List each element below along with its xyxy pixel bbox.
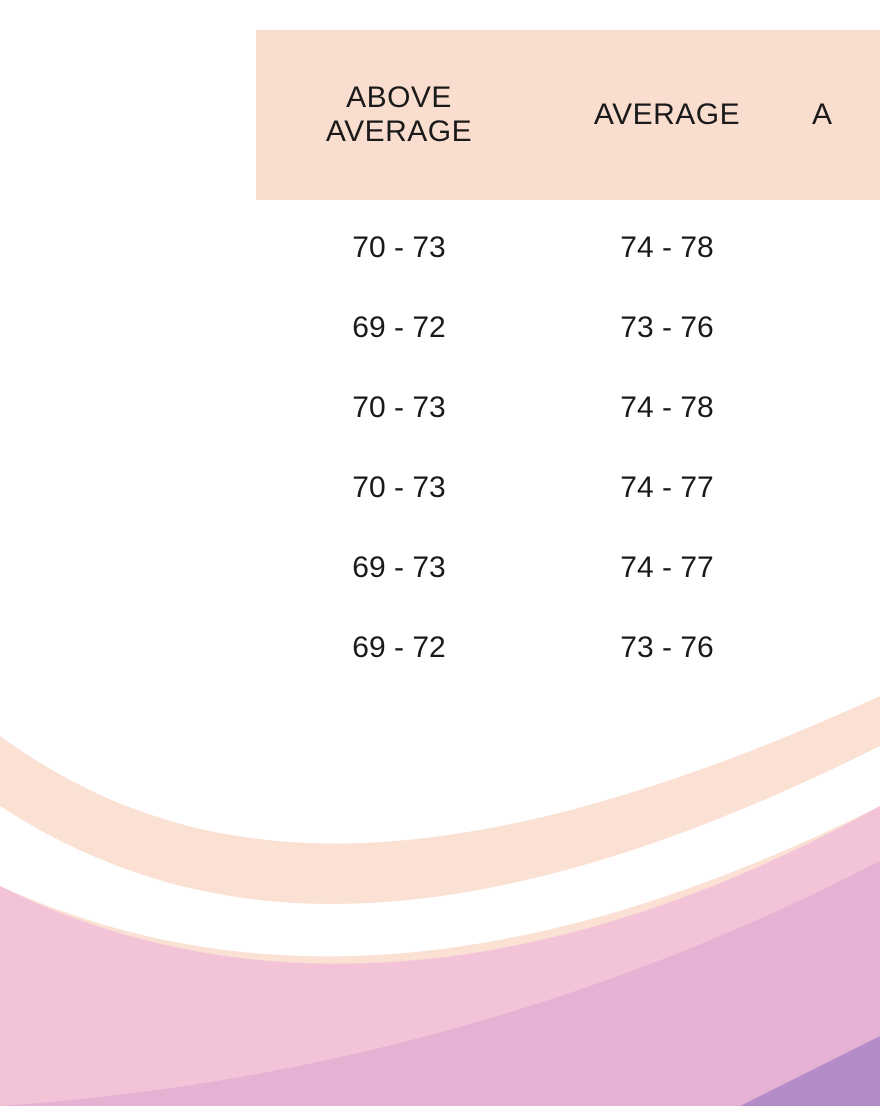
cell-average: 74 - 77 xyxy=(542,551,792,585)
cell-above-average: 69 - 72 xyxy=(256,311,542,345)
cell-average: 73 - 76 xyxy=(542,311,792,345)
header-partial: A xyxy=(792,98,880,132)
table-row: 70 - 73 74 - 78 xyxy=(256,208,880,288)
wave-back xyxy=(0,696,880,1106)
header-average: AVERAGE xyxy=(542,98,792,132)
cell-average: 73 - 76 xyxy=(542,631,792,665)
cell-above-average: 70 - 73 xyxy=(256,391,542,425)
wave-mid xyxy=(0,806,880,1106)
table-row: 69 - 72 73 - 76 xyxy=(256,288,880,368)
cell-average: 74 - 77 xyxy=(542,471,792,505)
cell-above-average: 70 - 73 xyxy=(256,471,542,505)
table-body: 70 - 73 74 - 78 69 - 72 73 - 76 70 - 73 … xyxy=(256,200,880,688)
cell-above-average: 70 - 73 xyxy=(256,231,542,265)
cell-average: 74 - 78 xyxy=(542,391,792,425)
wave-front xyxy=(0,861,880,1106)
header-line: AVERAGE xyxy=(542,98,792,132)
table-header-row: ABOVE AVERAGE AVERAGE A xyxy=(256,30,880,200)
corner-triangle xyxy=(740,1036,880,1106)
cell-above-average: 69 - 72 xyxy=(256,631,542,665)
table-row: 70 - 73 74 - 77 xyxy=(256,448,880,528)
data-table: ABOVE AVERAGE AVERAGE A 70 - 73 74 - 78 … xyxy=(256,30,880,688)
header-above-average: ABOVE AVERAGE xyxy=(256,81,542,149)
header-line: ABOVE xyxy=(256,81,542,115)
cell-average: 74 - 78 xyxy=(542,231,792,265)
table-row: 69 - 72 73 - 76 xyxy=(256,608,880,688)
header-line: A xyxy=(812,98,880,132)
background-waves xyxy=(0,656,880,1106)
table-row: 69 - 73 74 - 77 xyxy=(256,528,880,608)
table-row: 70 - 73 74 - 78 xyxy=(256,368,880,448)
header-line: AVERAGE xyxy=(256,115,542,149)
cell-above-average: 69 - 73 xyxy=(256,551,542,585)
